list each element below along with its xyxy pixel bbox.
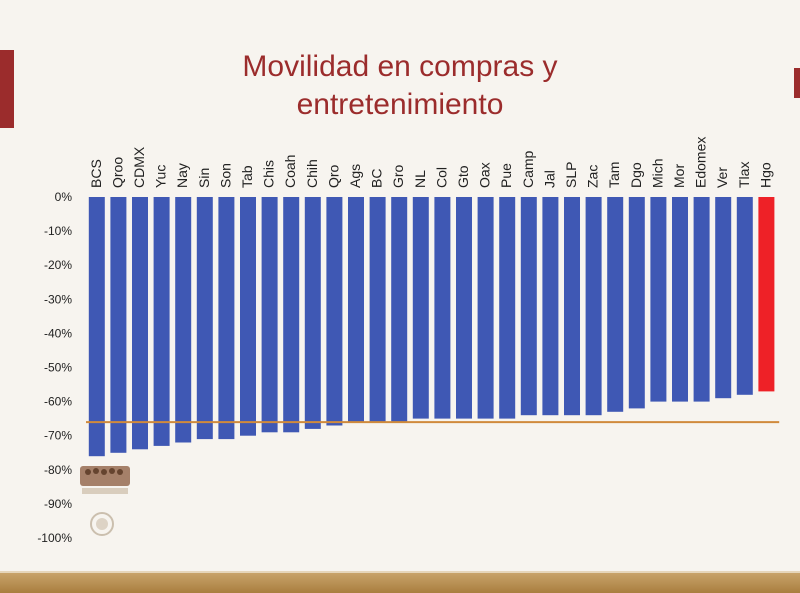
bar-coah — [283, 197, 300, 433]
chart-title-line-1: Movilidad en compras y — [242, 50, 558, 84]
bar-chih — [304, 197, 321, 429]
bar-son — [218, 197, 235, 440]
bar-bcs — [88, 197, 105, 457]
x-category-label: Ags — [347, 164, 363, 188]
bar-mich — [650, 197, 667, 402]
y-tick-label: -100% — [37, 531, 72, 545]
bar-cdmx — [132, 197, 148, 450]
bar-ags — [348, 197, 364, 423]
x-category-label: Ver — [714, 167, 730, 188]
x-category-label: Mor — [671, 164, 687, 188]
x-category-label: Hgo — [757, 162, 773, 188]
x-category-label: Col — [433, 167, 449, 188]
x-category-label: Gto — [455, 165, 471, 188]
bar-tam — [607, 197, 624, 412]
x-category-label: Qro — [325, 164, 341, 188]
bar-qro — [326, 197, 343, 426]
x-category-label: Son — [217, 163, 233, 188]
bar-chis — [261, 197, 278, 433]
bar-yuc — [153, 197, 170, 446]
bar-edomex — [693, 197, 710, 402]
bar-mor — [672, 197, 688, 402]
x-category-label: Zac — [585, 165, 601, 188]
x-category-label: Gro — [390, 164, 406, 188]
x-category-label: NL — [412, 170, 428, 188]
right-accent-bar — [794, 68, 800, 98]
bottom-divider — [0, 571, 800, 573]
bar-tlax — [736, 197, 753, 395]
chart-title: Movilidad en compras y entretenimiento — [0, 48, 800, 124]
x-category-label: SLP — [563, 162, 579, 188]
y-tick-label: 0% — [55, 190, 73, 204]
government-emblem-icon — [80, 466, 130, 536]
bar-slp — [564, 197, 580, 416]
x-category-label: Sin — [196, 168, 212, 188]
bar-col — [434, 197, 451, 419]
y-tick-label: -40% — [44, 326, 72, 340]
y-tick-label: -50% — [44, 361, 72, 375]
bar-jal — [542, 197, 559, 416]
y-tick-label: -90% — [44, 497, 72, 511]
x-category-label: Camp — [520, 150, 536, 188]
bar-dgo — [628, 197, 645, 409]
x-category-label: Mich — [649, 158, 665, 188]
bar-ver — [715, 197, 732, 399]
bar-nay — [175, 197, 192, 443]
bar-tab — [240, 197, 256, 436]
x-category-label: BC — [369, 169, 385, 188]
bar-hgo — [758, 197, 775, 392]
bar-qroo — [110, 197, 127, 453]
x-category-label: Nay — [174, 163, 190, 188]
y-tick-label: -70% — [44, 429, 72, 443]
x-category-label: Chis — [261, 160, 277, 188]
y-tick-label: -60% — [44, 395, 72, 409]
y-tick-label: -80% — [44, 463, 72, 477]
x-category-label: Tlax — [736, 162, 752, 188]
bar-sin — [196, 197, 213, 440]
x-category-label: CDMX — [131, 146, 147, 188]
x-category-label: BCS — [88, 159, 104, 188]
y-tick-label: -10% — [44, 224, 72, 238]
x-category-label: Jal — [541, 170, 557, 188]
bar-zac — [585, 197, 602, 416]
x-category-label: Pue — [498, 163, 514, 188]
bar-camp — [520, 197, 537, 416]
x-category-label: Oax — [477, 162, 493, 188]
chart-title-line-2: entretenimiento — [296, 88, 504, 122]
bar-nl — [412, 197, 429, 419]
bar-pue — [499, 197, 516, 419]
x-category-label: Dgo — [628, 162, 644, 188]
y-tick-label: -30% — [44, 292, 72, 306]
x-category-label: Edomex — [693, 137, 709, 188]
bar-oax — [477, 197, 494, 419]
x-category-label: Tab — [239, 165, 255, 188]
x-category-label: Coah — [282, 155, 298, 188]
bar-bc — [369, 197, 386, 423]
x-category-label: Qroo — [109, 157, 125, 188]
bar-gro — [391, 197, 408, 423]
left-accent-bar — [0, 50, 14, 128]
footer-bar — [0, 573, 800, 593]
bar-gto — [456, 197, 472, 419]
x-category-label: Yuc — [153, 165, 169, 188]
y-tick-label: -20% — [44, 258, 72, 272]
x-category-label: Tam — [606, 162, 622, 188]
x-category-label: Chih — [304, 159, 320, 188]
